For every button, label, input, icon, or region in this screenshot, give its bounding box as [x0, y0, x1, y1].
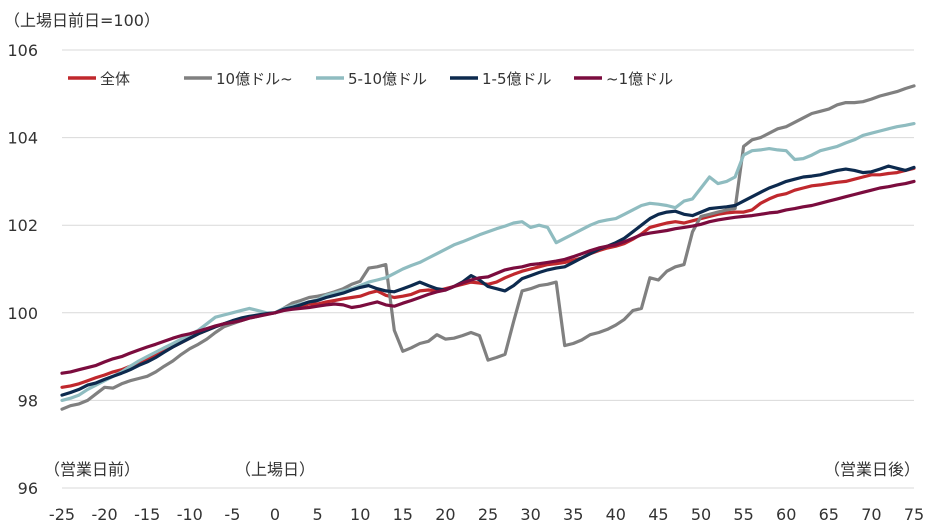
x-tick-label: 55 — [733, 505, 753, 524]
x-tick-label: 10 — [350, 505, 370, 524]
x-tick-label: -20 — [92, 505, 118, 524]
series-line — [60, 179, 916, 375]
x-tick-label: 75 — [904, 505, 924, 524]
x-tick-label: -10 — [177, 505, 203, 524]
x-tick-label: -5 — [224, 505, 240, 524]
x-tick-label: 25 — [478, 505, 498, 524]
legend-label: 5-10億ドル — [348, 70, 427, 88]
x-tick-label: 50 — [691, 505, 711, 524]
x-axis: -25 -20 -15 -10 -5 0 5 10 15 20 25 30 35 40 45 50 55 60 65… — [49, 505, 924, 524]
legend-label: 全体 — [100, 70, 130, 88]
x-tick-label: 45 — [648, 505, 668, 524]
x-tick-label: 30 — [520, 505, 540, 524]
y-tick-label: 106 — [7, 41, 38, 60]
legend-label: 1-5億ドル — [482, 70, 552, 88]
gridlines — [62, 49, 914, 489]
x-tick-label: 70 — [861, 505, 881, 524]
y-tick-label: 96 — [18, 479, 38, 498]
x-tick-label: 5 — [313, 505, 323, 524]
series-line — [60, 164, 916, 397]
x-tick-label: 60 — [776, 505, 796, 524]
y-tick-label: 98 — [18, 391, 38, 410]
x-tick-label: -25 — [49, 505, 75, 524]
legend: 全体 10億ドル~ 5-10億ドル 1-5億ドル ~1億ドル — [68, 70, 673, 88]
series-line — [60, 84, 916, 411]
axis-annotation: （営業日前） — [44, 460, 140, 479]
series-line — [60, 121, 916, 402]
x-tick-label: -15 — [134, 505, 160, 524]
series-lines — [60, 84, 916, 411]
x-tick-label: 20 — [435, 505, 455, 524]
x-tick-label: 65 — [819, 505, 839, 524]
y-tick-label: 100 — [7, 304, 38, 323]
x-tick-label: 35 — [563, 505, 583, 524]
y-tick-label: 102 — [7, 216, 38, 235]
y-tick-label: 104 — [7, 129, 38, 148]
axis-annotation: （上場日） — [235, 460, 315, 479]
y-axis: 96 98 100 102 104 106 — [7, 41, 38, 498]
x-tick-label: 15 — [393, 505, 413, 524]
x-tick-label: 0 — [270, 505, 280, 524]
axis-annotation: （営業日後） — [824, 460, 920, 479]
annotations: （営業日前） （上場日） （営業日後） — [44, 460, 920, 479]
unit-label: （上場日前日=100） — [4, 11, 160, 30]
legend-label: 10億ドル~ — [216, 70, 293, 88]
x-tick-label: 40 — [606, 505, 626, 524]
legend-label: ~1億ドル — [606, 70, 673, 88]
